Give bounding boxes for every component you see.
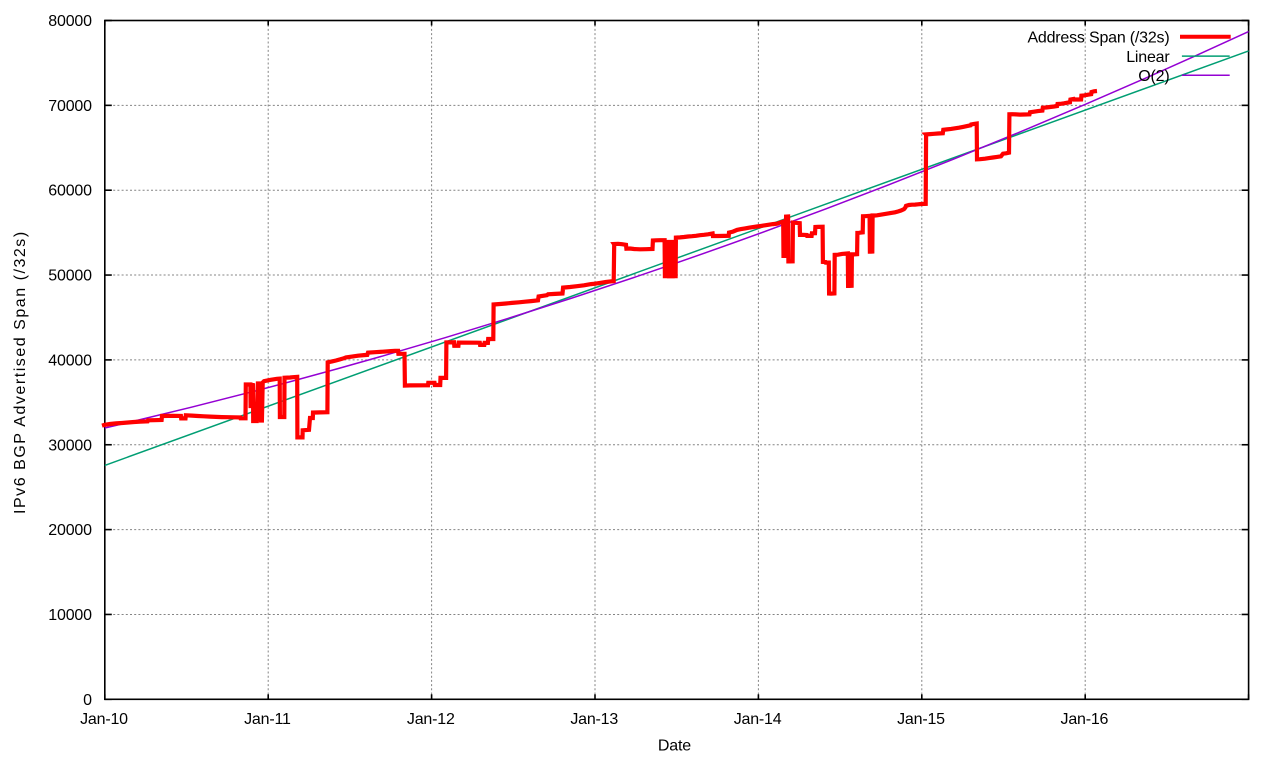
svg-text:40000: 40000 [48, 352, 92, 369]
svg-text:30000: 30000 [48, 437, 92, 454]
svg-text:60000: 60000 [48, 183, 92, 200]
svg-text:Jan-13: Jan-13 [570, 711, 618, 728]
svg-text:20000: 20000 [48, 522, 92, 539]
svg-text:Jan-10: Jan-10 [80, 711, 128, 728]
svg-text:Jan-11: Jan-11 [244, 711, 291, 728]
svg-text:Linear: Linear [1126, 49, 1170, 66]
svg-text:10000: 10000 [48, 607, 92, 624]
svg-text:70000: 70000 [48, 98, 92, 115]
svg-text:50000: 50000 [48, 268, 92, 285]
svg-text:Jan-16: Jan-16 [1061, 711, 1109, 728]
svg-text:Jan-14: Jan-14 [734, 711, 782, 728]
svg-text:80000: 80000 [48, 13, 92, 30]
svg-text:Jan-12: Jan-12 [407, 711, 455, 728]
svg-text:IPv6 BGP Advertised Span (/32s: IPv6 BGP Advertised Span (/32s) [12, 232, 29, 514]
svg-text:Address Span (/32s): Address Span (/32s) [1027, 30, 1169, 47]
svg-text:O(2): O(2) [1138, 68, 1169, 85]
svg-text:Date: Date [658, 738, 691, 755]
svg-text:Jan-15: Jan-15 [897, 711, 945, 728]
svg-text:0: 0 [83, 692, 92, 709]
